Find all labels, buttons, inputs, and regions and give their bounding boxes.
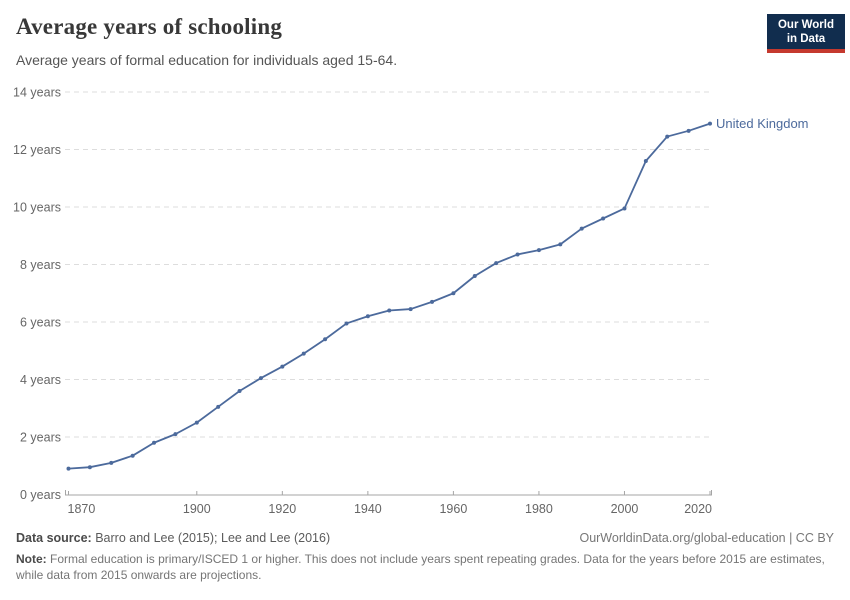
data-point[interactable] [387, 308, 392, 313]
x-axis-tick-label: 2000 [611, 502, 639, 516]
data-point[interactable] [472, 274, 477, 278]
y-axis-tick-label: 2 years [20, 431, 61, 445]
y-axis-tick-label: 8 years [20, 258, 61, 272]
data-source-text: Barro and Lee (2015); Lee and Lee (2016) [95, 531, 331, 545]
page-title: Average years of schooling [16, 14, 283, 39]
data-point[interactable] [665, 134, 670, 139]
data-point[interactable] [494, 261, 499, 266]
data-point[interactable] [708, 121, 713, 126]
data-point[interactable] [515, 252, 520, 257]
data-point[interactable] [152, 440, 157, 445]
data-point[interactable] [194, 420, 199, 425]
data-point[interactable] [130, 453, 135, 458]
note-text: Formal education is primary/ISCED 1 or h… [16, 552, 825, 583]
y-axis-tick-label: 6 years [20, 316, 61, 330]
data-point[interactable] [280, 364, 285, 369]
x-axis-tick-label: 1980 [525, 502, 553, 516]
data-point[interactable] [622, 206, 627, 211]
data-point[interactable] [66, 466, 71, 471]
entity-label[interactable]: United Kingdom [716, 116, 809, 131]
data-point[interactable] [536, 248, 541, 253]
data-point[interactable] [323, 337, 328, 342]
source-row: Data source: Barro and Lee (2015); Lee a… [16, 531, 834, 545]
x-axis-tick-label: 1870 [68, 502, 96, 516]
data-point[interactable] [87, 465, 92, 470]
owid-license-link[interactable]: OurWorldinData.org/global-education | CC… [579, 531, 834, 545]
data-line-united-kingdom[interactable] [67, 122, 711, 470]
y-axis-tick-label: 0 years [20, 488, 61, 502]
data-point[interactable] [237, 389, 242, 393]
chart-footer: Data source: Barro and Lee (2015); Lee a… [16, 531, 834, 583]
data-point[interactable] [344, 321, 349, 326]
owid-logo-line1: Our World [777, 19, 834, 31]
y-axis-tick-label: 14 years [13, 86, 61, 100]
chart-note: Note: Formal education is primary/ISCED … [16, 551, 832, 583]
x-axis-tick-label: 1900 [183, 502, 211, 516]
data-point[interactable] [216, 404, 221, 409]
x-axis-tick-label: 1920 [268, 502, 296, 516]
data-point[interactable] [579, 226, 584, 231]
data-point[interactable] [258, 376, 263, 381]
chart-subtitle: Average years of formal education for in… [16, 52, 398, 68]
x-axis-tick-label: 1940 [354, 502, 382, 516]
data-point[interactable] [643, 159, 648, 163]
data-point[interactable] [430, 299, 435, 304]
data-source-label: Data source: [16, 531, 92, 545]
x-axis-tick-label: 2020 [684, 502, 712, 516]
data-point[interactable] [408, 307, 413, 312]
y-axis-tick-label: 10 years [13, 201, 61, 215]
data-point[interactable] [601, 216, 606, 221]
owid-logo[interactable]: Our World in Data [767, 14, 845, 54]
y-axis-tick-label: 4 years [20, 373, 61, 387]
x-axis-tick-label: 1960 [439, 502, 467, 516]
data-source: Data source: Barro and Lee (2015); Lee a… [16, 531, 330, 545]
data-point[interactable] [365, 314, 370, 319]
note-label: Note: [16, 552, 47, 566]
data-point[interactable] [686, 128, 691, 133]
data-point[interactable] [109, 460, 114, 465]
data-point[interactable] [558, 242, 563, 247]
data-point[interactable] [173, 432, 178, 437]
data-point[interactable] [301, 351, 306, 356]
data-point[interactable] [451, 291, 456, 296]
y-axis-tick-label: 12 years [13, 143, 61, 157]
owid-logo-line2: in Data [786, 33, 826, 46]
